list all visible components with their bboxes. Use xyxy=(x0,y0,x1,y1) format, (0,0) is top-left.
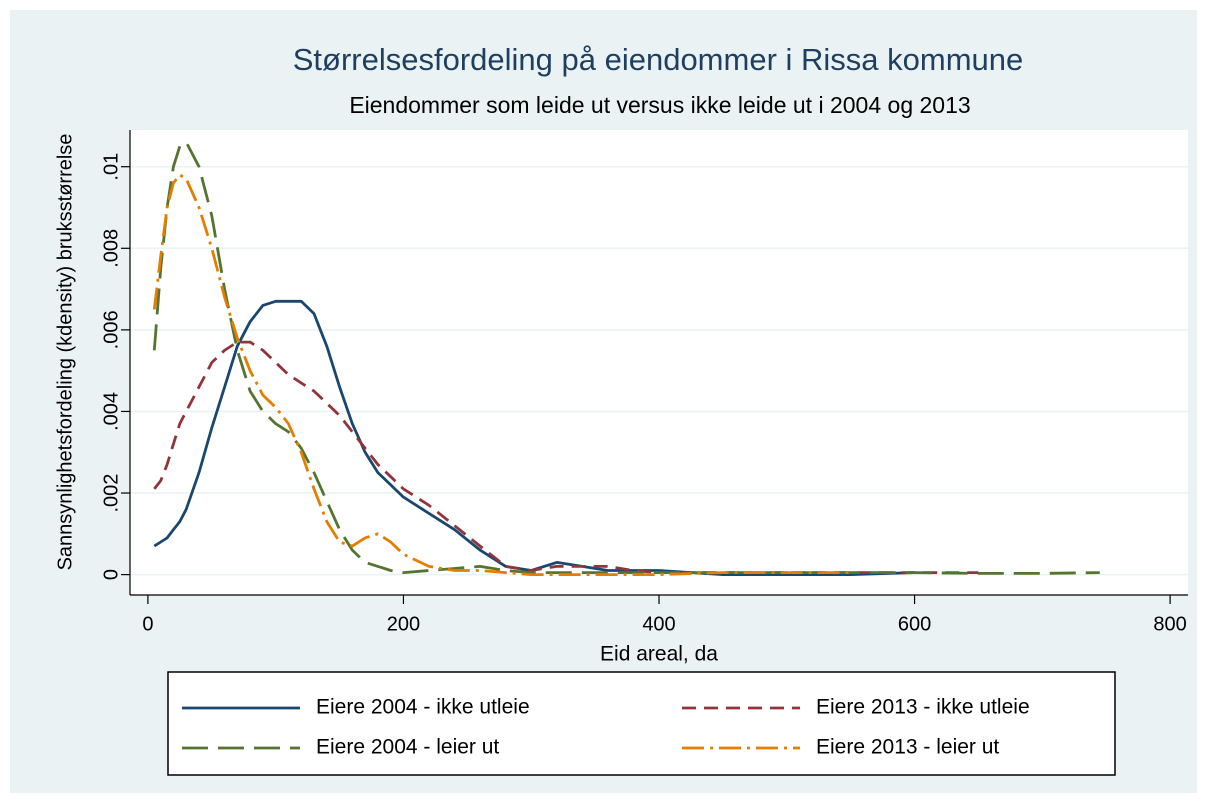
y-tick-label: .002 xyxy=(100,474,122,513)
chart-subtitle: Eiendommer som leide ut versus ikke leid… xyxy=(349,92,970,118)
y-tick-label: .01 xyxy=(100,153,122,181)
x-tick-label: 0 xyxy=(142,613,153,635)
x-axis-label: Eid areal, da xyxy=(600,643,718,666)
legend-label: Eiere 2013 - ikke utleie xyxy=(816,696,1030,719)
legend-label: Eiere 2013 - leier ut xyxy=(816,736,999,759)
legend-box xyxy=(167,671,1116,776)
x-tick-label: 400 xyxy=(642,613,675,635)
chart-title: Størrelsesfordeling på eiendommer i Riss… xyxy=(293,42,1024,77)
series-line xyxy=(153,299,915,576)
legend-label: Eiere 2004 - leier ut xyxy=(316,736,499,759)
x-tick-label: 200 xyxy=(387,613,420,635)
y-tick-label: .004 xyxy=(100,392,122,431)
y-tick-label: .008 xyxy=(100,229,122,268)
x-tick-label: 600 xyxy=(898,613,931,635)
x-tick-label: 800 xyxy=(1153,613,1186,635)
y-axis-label: Sannsynlighetsfordeling (kdensity) bruks… xyxy=(54,134,76,571)
y-tick-label: 0 xyxy=(100,569,122,580)
legend-label: Eiere 2004 - ikke utleie xyxy=(316,696,530,719)
plot-region xyxy=(130,130,1188,595)
y-tick-label: .006 xyxy=(100,310,122,349)
series-line xyxy=(153,340,979,574)
